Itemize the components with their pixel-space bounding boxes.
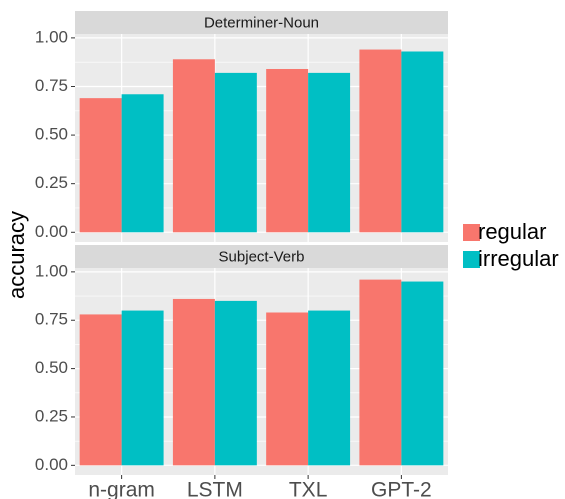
y-tick-label: 0.25: [35, 173, 68, 192]
bar: [266, 68, 309, 233]
x-tick-label: GPT-2: [371, 479, 432, 499]
bar: [172, 298, 215, 466]
x-tick-label: TXL: [289, 479, 328, 499]
bar: [214, 300, 257, 466]
bar: [79, 98, 122, 233]
bar: [359, 49, 402, 233]
strip: [75, 245, 448, 268]
bar: [308, 310, 351, 466]
y-axis-label: accuracy: [4, 211, 29, 299]
bar: [266, 312, 309, 466]
y-tick-label: 0.00: [35, 222, 68, 241]
strip: [75, 11, 448, 34]
bar: [401, 51, 444, 233]
bar: [79, 314, 122, 466]
facet-title: Subject-Verb: [219, 248, 305, 265]
bar: [401, 281, 444, 466]
y-tick-label: 1.00: [35, 261, 68, 280]
legend-label: irregular: [478, 246, 559, 271]
bar: [121, 94, 164, 233]
bar: [121, 310, 164, 466]
y-tick-label: 0.50: [35, 358, 68, 377]
y-tick-label: 0.75: [35, 76, 68, 95]
bar: [172, 59, 215, 233]
bar: [214, 72, 257, 233]
x-tick-label: n-gram: [88, 479, 155, 499]
bar: [359, 279, 402, 466]
y-tick-label: 0.00: [35, 455, 68, 474]
x-tick-label: LSTM: [187, 479, 243, 499]
bar: [308, 72, 351, 233]
legend-label: regular: [478, 219, 546, 244]
legend-key: [463, 251, 480, 268]
legend-key: [463, 224, 480, 241]
y-tick-label: 0.25: [35, 406, 68, 425]
y-tick-label: 0.50: [35, 125, 68, 144]
y-tick-label: 0.75: [35, 310, 68, 329]
facet-title: Determiner-Noun: [204, 14, 319, 31]
y-tick-label: 1.00: [35, 27, 68, 46]
